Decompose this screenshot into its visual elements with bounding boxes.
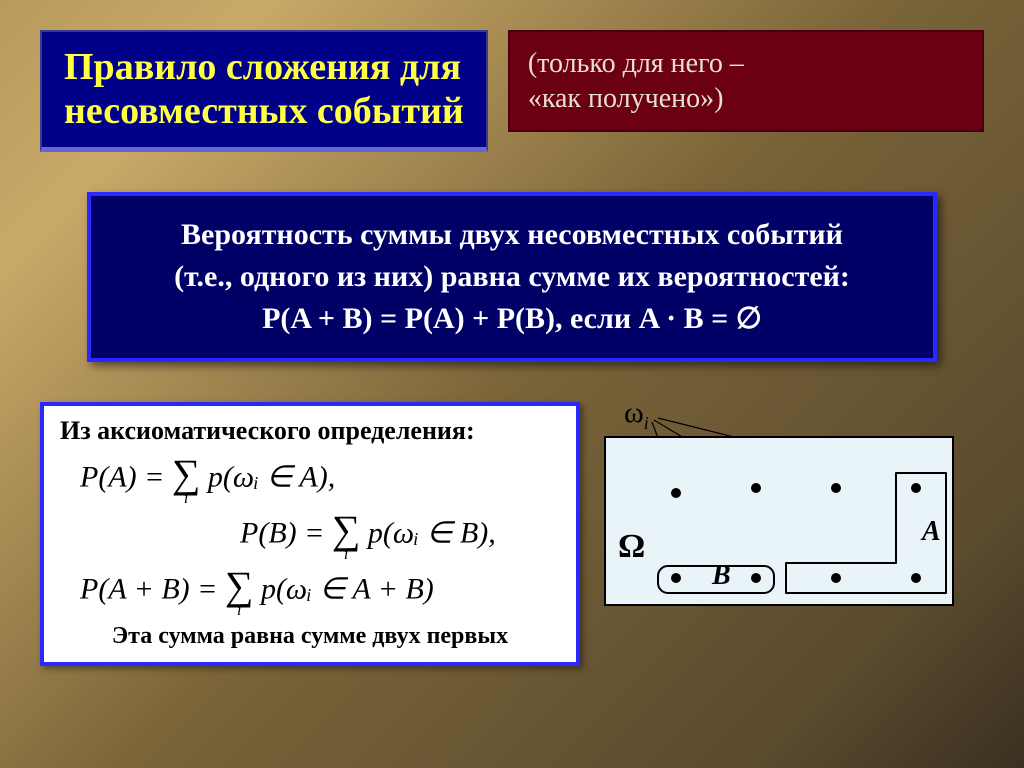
- diagram-box: Ω A B: [604, 436, 954, 606]
- theorem-line2: (т.е., одного из них) равна сумме их вер…: [121, 256, 903, 298]
- title-text: Правило сложения для несовместных событи…: [64, 46, 464, 133]
- formula-eq1: P(A) = ∑i p(ωᵢ ∈ A),: [80, 452, 560, 508]
- sidebar-note: (только для него – «как получено»): [508, 30, 984, 132]
- omega-i-label: ωi: [624, 396, 649, 434]
- sample-point: [671, 573, 681, 583]
- eq2-lhs: P(B): [240, 517, 297, 550]
- sample-point: [911, 573, 921, 583]
- sample-point: [751, 573, 761, 583]
- title-line1: Правило сложения для: [64, 46, 461, 88]
- sum-icon: ∑i: [225, 564, 254, 620]
- big-omega-label: Ω: [618, 528, 645, 566]
- sample-point: [831, 483, 841, 493]
- set-b-label: B: [712, 560, 731, 592]
- eq1-lhs: P(A): [80, 461, 137, 494]
- set-a-label: A: [922, 516, 941, 548]
- sample-point: [671, 488, 681, 498]
- sample-point: [831, 573, 841, 583]
- eq3-rhs: p(ωᵢ ∈ A + B): [261, 572, 434, 605]
- header-row: Правило сложения для несовместных событи…: [40, 30, 984, 152]
- formula-eq3: P(A + B) = ∑i p(ωᵢ ∈ A + B): [80, 564, 560, 620]
- note-line2: «как получено»): [528, 83, 724, 114]
- sample-point: [751, 483, 761, 493]
- title-line2: несовместных событий: [64, 90, 464, 132]
- formula-footer: Эта сумма равна сумме двух первых: [60, 623, 560, 650]
- note-text: (только для него – «как получено»): [528, 46, 964, 116]
- theorem-line1: Вероятность суммы двух несовместных собы…: [121, 214, 903, 256]
- formula-heading: Из аксиоматического определения:: [60, 416, 560, 446]
- eq2-rhs: p(ωᵢ ∈ B),: [368, 517, 496, 550]
- title-box: Правило сложения для несовместных событи…: [40, 30, 488, 152]
- sample-point: [911, 483, 921, 493]
- theorem-formula: P(A + B) = P(A) + P(B), если A · B = ∅: [121, 298, 903, 340]
- diagram-overlay: [606, 438, 956, 608]
- sum-icon: ∑i: [332, 508, 361, 564]
- eq3-lhs: P(A + B): [80, 572, 190, 605]
- note-line1: (только для него –: [528, 48, 744, 79]
- formula-eq2: P(B) = ∑i p(ωᵢ ∈ B),: [240, 508, 560, 564]
- bottom-row: Из аксиоматического определения: P(A) = …: [40, 402, 984, 666]
- sum-icon: ∑i: [172, 452, 201, 508]
- eq1-rhs: p(ωᵢ ∈ A),: [208, 461, 335, 494]
- theorem-box: Вероятность суммы двух несовместных собы…: [87, 192, 937, 362]
- slide: Правило сложения для несовместных событи…: [0, 0, 1024, 768]
- formula-box: Из аксиоматического определения: P(A) = …: [40, 402, 580, 666]
